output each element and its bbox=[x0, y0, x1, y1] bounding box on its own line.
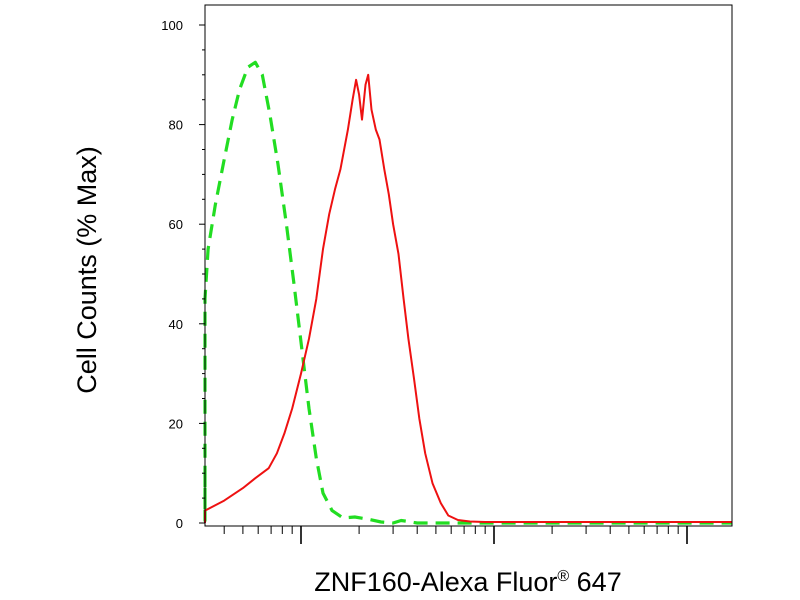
x-axis bbox=[223, 526, 688, 544]
y-tick-label-0: 0 bbox=[176, 516, 183, 531]
y-tick-label-40: 40 bbox=[169, 317, 183, 332]
sample-histogram-curve bbox=[204, 73, 732, 523]
x-axis-title-registered-mark: ® bbox=[557, 568, 569, 585]
y-tick-label-60: 60 bbox=[169, 217, 183, 232]
y-axis-title: Cell Counts (% Max) bbox=[72, 146, 102, 394]
series-layer bbox=[203, 60, 732, 525]
y-tick-label-80: 80 bbox=[169, 118, 183, 133]
x-axis-title: ZNF160-Alexa Fluor® 647 bbox=[314, 567, 621, 597]
y-axis: 0 20 40 60 80 100 bbox=[161, 18, 205, 531]
x-axis-title-main: ZNF160-Alexa Fluor bbox=[314, 567, 557, 597]
x-axis-title-suffix: 647 bbox=[569, 567, 622, 597]
control-histogram-curve bbox=[203, 60, 732, 525]
plot-frame bbox=[204, 4, 733, 527]
y-tick-label-20: 20 bbox=[169, 416, 183, 431]
y-tick-label-100: 100 bbox=[161, 18, 183, 33]
